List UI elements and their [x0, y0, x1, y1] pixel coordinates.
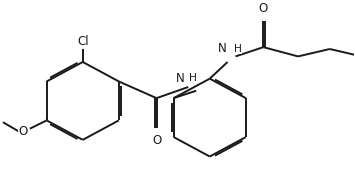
Text: Cl: Cl: [77, 35, 88, 48]
Text: N: N: [218, 43, 226, 56]
Text: H: H: [189, 73, 197, 83]
Text: O: O: [18, 125, 27, 138]
Text: O: O: [152, 134, 161, 147]
Text: O: O: [259, 2, 268, 15]
Text: N: N: [176, 72, 184, 85]
Text: H: H: [234, 44, 241, 54]
